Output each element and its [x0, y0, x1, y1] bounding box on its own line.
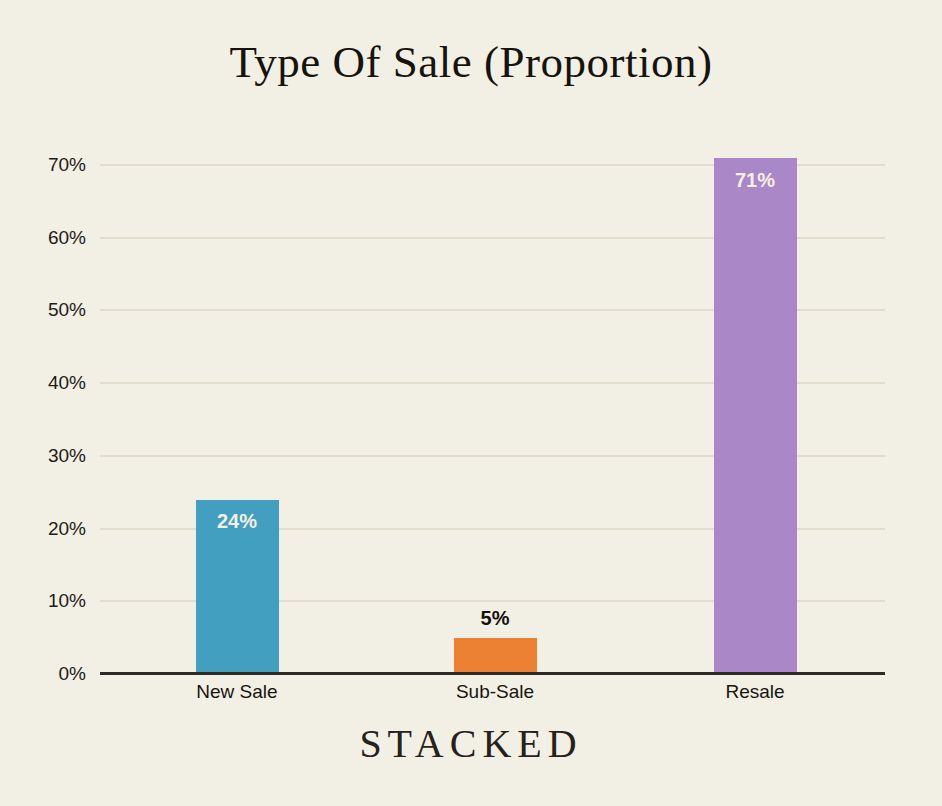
- y-tick-label: 40%: [0, 371, 86, 395]
- bar-sub-sale: [454, 638, 537, 674]
- y-tick-label: 10%: [0, 589, 86, 613]
- y-tick-label: 0%: [0, 662, 86, 686]
- y-tick-label: 50%: [0, 298, 86, 322]
- chart-title: Type Of Sale (Proportion): [0, 36, 942, 88]
- y-tick-label: 60%: [0, 226, 86, 250]
- bar-value-label: 24%: [196, 510, 279, 533]
- bar-value-label: 5%: [454, 607, 537, 630]
- x-category-label: New Sale: [167, 681, 307, 703]
- plot-area: 24% 5% 71%: [100, 120, 885, 674]
- x-category-label: Resale: [685, 681, 825, 703]
- bar-value-label: 71%: [714, 169, 797, 192]
- bar-resale: [714, 158, 797, 674]
- y-tick-label: 20%: [0, 517, 86, 541]
- x-axis-line: [100, 672, 885, 675]
- x-category-label: Sub-Sale: [425, 681, 565, 703]
- chart-page: Type Of Sale (Proportion) 24% 5% 71% 0% 10%…: [0, 0, 942, 806]
- y-tick-label: 70%: [0, 153, 86, 177]
- stacked-logo: STACKED: [0, 720, 942, 767]
- y-tick-label: 30%: [0, 444, 86, 468]
